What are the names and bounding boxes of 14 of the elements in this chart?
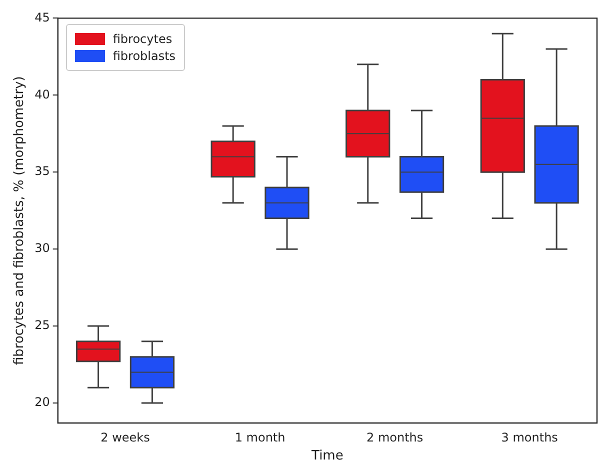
legend-label: fibrocytes xyxy=(112,32,172,46)
x-tick-label: 3 months xyxy=(501,430,558,444)
x-tick-label: 2 months xyxy=(366,430,424,444)
y-tick-label: 40 xyxy=(34,87,50,102)
x-axis-title: Time xyxy=(310,448,344,464)
x-tick-label: 1 month xyxy=(234,430,286,444)
y-tick-label: 45 xyxy=(34,10,50,24)
x-tick-label: 2 weeks xyxy=(100,430,150,444)
y-tick-label: 20 xyxy=(34,395,50,410)
y-tick-label: 30 xyxy=(34,241,50,256)
y-tick-label: 25 xyxy=(34,318,50,332)
y-axis-title: fibrocytes and fibroblasts, % (morphometry) xyxy=(12,76,28,366)
legend-label: fibroblasts xyxy=(112,49,176,64)
y-tick-label: 35 xyxy=(34,164,50,178)
